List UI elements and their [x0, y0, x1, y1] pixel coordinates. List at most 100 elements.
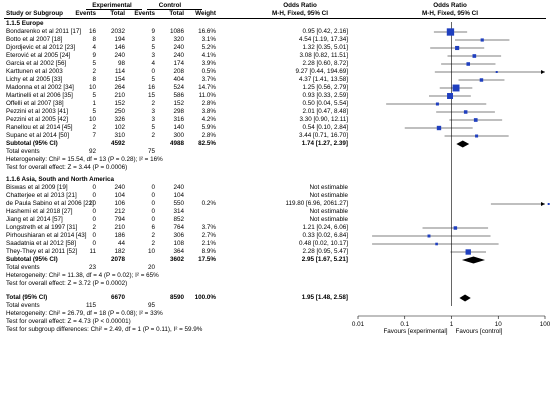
- total-ctl: 404: [173, 76, 184, 83]
- odds-ratio: 0.33 [0.02, 6.84]: [302, 232, 348, 239]
- total-ctl: 364: [173, 248, 184, 255]
- study-square: [547, 203, 550, 205]
- subtotal-weight: 17.5%: [198, 256, 216, 263]
- events-exp: 8: [92, 36, 96, 43]
- events-exp: 0: [92, 216, 96, 223]
- odds-ratio: 3.44 [0.71, 16.70]: [298, 132, 348, 139]
- total-exp: 102: [114, 124, 125, 131]
- study-name: Longstreth et al 1997 [31]: [6, 224, 78, 231]
- total-exp: 310: [114, 132, 125, 139]
- overall-effect: Test for overall effect: Z = 3.44 (P = 0…: [6, 164, 128, 171]
- weight: 14.7%: [198, 84, 216, 91]
- events-ctl: 2: [151, 100, 155, 107]
- events-exp: 7: [92, 132, 96, 139]
- overall-effect: Test for overall effect: Z = 3.72 (P = 0…: [6, 280, 128, 287]
- grand-total-ctl: 8590: [169, 294, 184, 301]
- weight: 2.1%: [201, 240, 216, 247]
- odds-ratio: 4.54 [1.19, 17.34]: [298, 36, 348, 43]
- total-events-label: Total events: [6, 148, 40, 155]
- odds-ratio: Not estimable: [309, 192, 349, 199]
- study-name: Garcia et al 2002 [56]: [6, 60, 67, 67]
- weight: 5.2%: [201, 44, 216, 51]
- odds-ratio: 119.80 [6.96, 2061.27]: [285, 200, 348, 207]
- total-ctl: 524: [173, 84, 184, 91]
- grand-total-label: Total (95% CI): [6, 294, 48, 301]
- subtotal-total-ctl: 3602: [169, 256, 184, 263]
- total-ctl: 152: [173, 100, 184, 107]
- study-name: Pezzini et al 2005 [42]: [6, 116, 68, 123]
- odds-ratio: 1.25 [0.56, 2.79]: [302, 84, 348, 91]
- weight: 2.8%: [201, 100, 216, 107]
- summary-diamond: [459, 294, 471, 302]
- header-events-exp: Events: [75, 10, 96, 17]
- study-square: [427, 234, 431, 238]
- study-square: [465, 249, 471, 255]
- events-ctl: 16: [147, 84, 155, 91]
- events-exp: 9: [92, 52, 96, 59]
- events-ctl: 6: [151, 224, 155, 231]
- odds-ratio: Not estimable: [309, 184, 349, 191]
- header-study: Study or Subgroup: [6, 10, 64, 17]
- total-events-exp: 23: [88, 264, 96, 271]
- total-exp: 44: [117, 240, 125, 247]
- events-ctl: 0: [151, 216, 155, 223]
- odds-ratio: 0.50 [0.04, 5.54]: [302, 100, 348, 107]
- total-exp: 182: [114, 248, 125, 255]
- study-square: [446, 28, 455, 36]
- total-exp: 146: [114, 44, 125, 51]
- total-events-ctl: 20: [147, 264, 155, 271]
- study-name: Martinelli et al 2006 [35]: [6, 92, 73, 99]
- total-ctl: 140: [173, 124, 184, 131]
- events-ctl: 10: [147, 248, 155, 255]
- table-rule: [147, 9, 202, 10]
- weight: 0.2%: [201, 200, 216, 207]
- total-ctl: 586: [173, 92, 184, 99]
- x-tick-label: 0.01: [352, 321, 365, 328]
- header-or-title: Odds Ratio: [283, 2, 317, 9]
- summary-diamond: [461, 256, 486, 264]
- grand-total-exp: 6670: [110, 294, 125, 301]
- total-ctl: 300: [173, 132, 184, 139]
- total-exp: 240: [114, 184, 125, 191]
- odds-ratio: 3.30 [0.90, 12.11]: [299, 116, 348, 123]
- odds-ratio: 0.93 [0.33, 2.59]: [302, 92, 348, 99]
- events-exp: 5: [92, 92, 96, 99]
- subtotal-total-ctl: 4988: [169, 140, 184, 147]
- events-ctl: 3: [151, 36, 155, 43]
- events-ctl: 0: [151, 208, 155, 215]
- study-name: Ranellou et al 2014 [45]: [6, 124, 73, 131]
- total-ctl: 108: [173, 240, 184, 247]
- events-exp: 10: [88, 84, 96, 91]
- total-ctl: 550: [173, 200, 184, 207]
- total-ctl: 240: [173, 52, 184, 59]
- events-exp: 0: [92, 208, 96, 215]
- subgroup-differences: Test for subgroup differences: Chi² = 2.…: [6, 326, 203, 333]
- study-square: [447, 93, 454, 99]
- ci-arrow: [541, 202, 545, 206]
- events-exp: 16: [88, 28, 96, 35]
- total-ctl: 764: [173, 224, 184, 231]
- events-exp: 10: [88, 116, 96, 123]
- subtotal-or: 1.74 [1.27, 2.39]: [301, 140, 348, 147]
- header-total-exp: Total: [110, 10, 125, 17]
- odds-ratio: 0.95 [0.42, 2.16]: [302, 28, 348, 35]
- total-exp: 212: [114, 208, 125, 215]
- events-exp: 5: [92, 60, 96, 67]
- study-square: [463, 110, 468, 114]
- weight: 11.0%: [198, 92, 216, 99]
- events-ctl: 0: [151, 184, 155, 191]
- events-exp: 0: [92, 184, 96, 191]
- events-exp: 8: [92, 76, 96, 83]
- study-name: Biswas et al 2009 [19]: [6, 184, 68, 191]
- total-ctl: 320: [173, 36, 184, 43]
- events-exp: 1: [92, 100, 96, 107]
- x-tick-label: 1: [450, 321, 454, 328]
- study-name: de Paula Sabino et al 2006 [22]: [6, 200, 94, 207]
- odds-ratio: Not estimable: [309, 208, 349, 215]
- events-exp: 2: [92, 68, 96, 75]
- total-exp: 104: [114, 192, 125, 199]
- subgroup-title: 1.1.5 Europe: [6, 20, 44, 27]
- subtotal-total-exp: 4592: [110, 140, 125, 147]
- events-ctl: 15: [147, 92, 155, 99]
